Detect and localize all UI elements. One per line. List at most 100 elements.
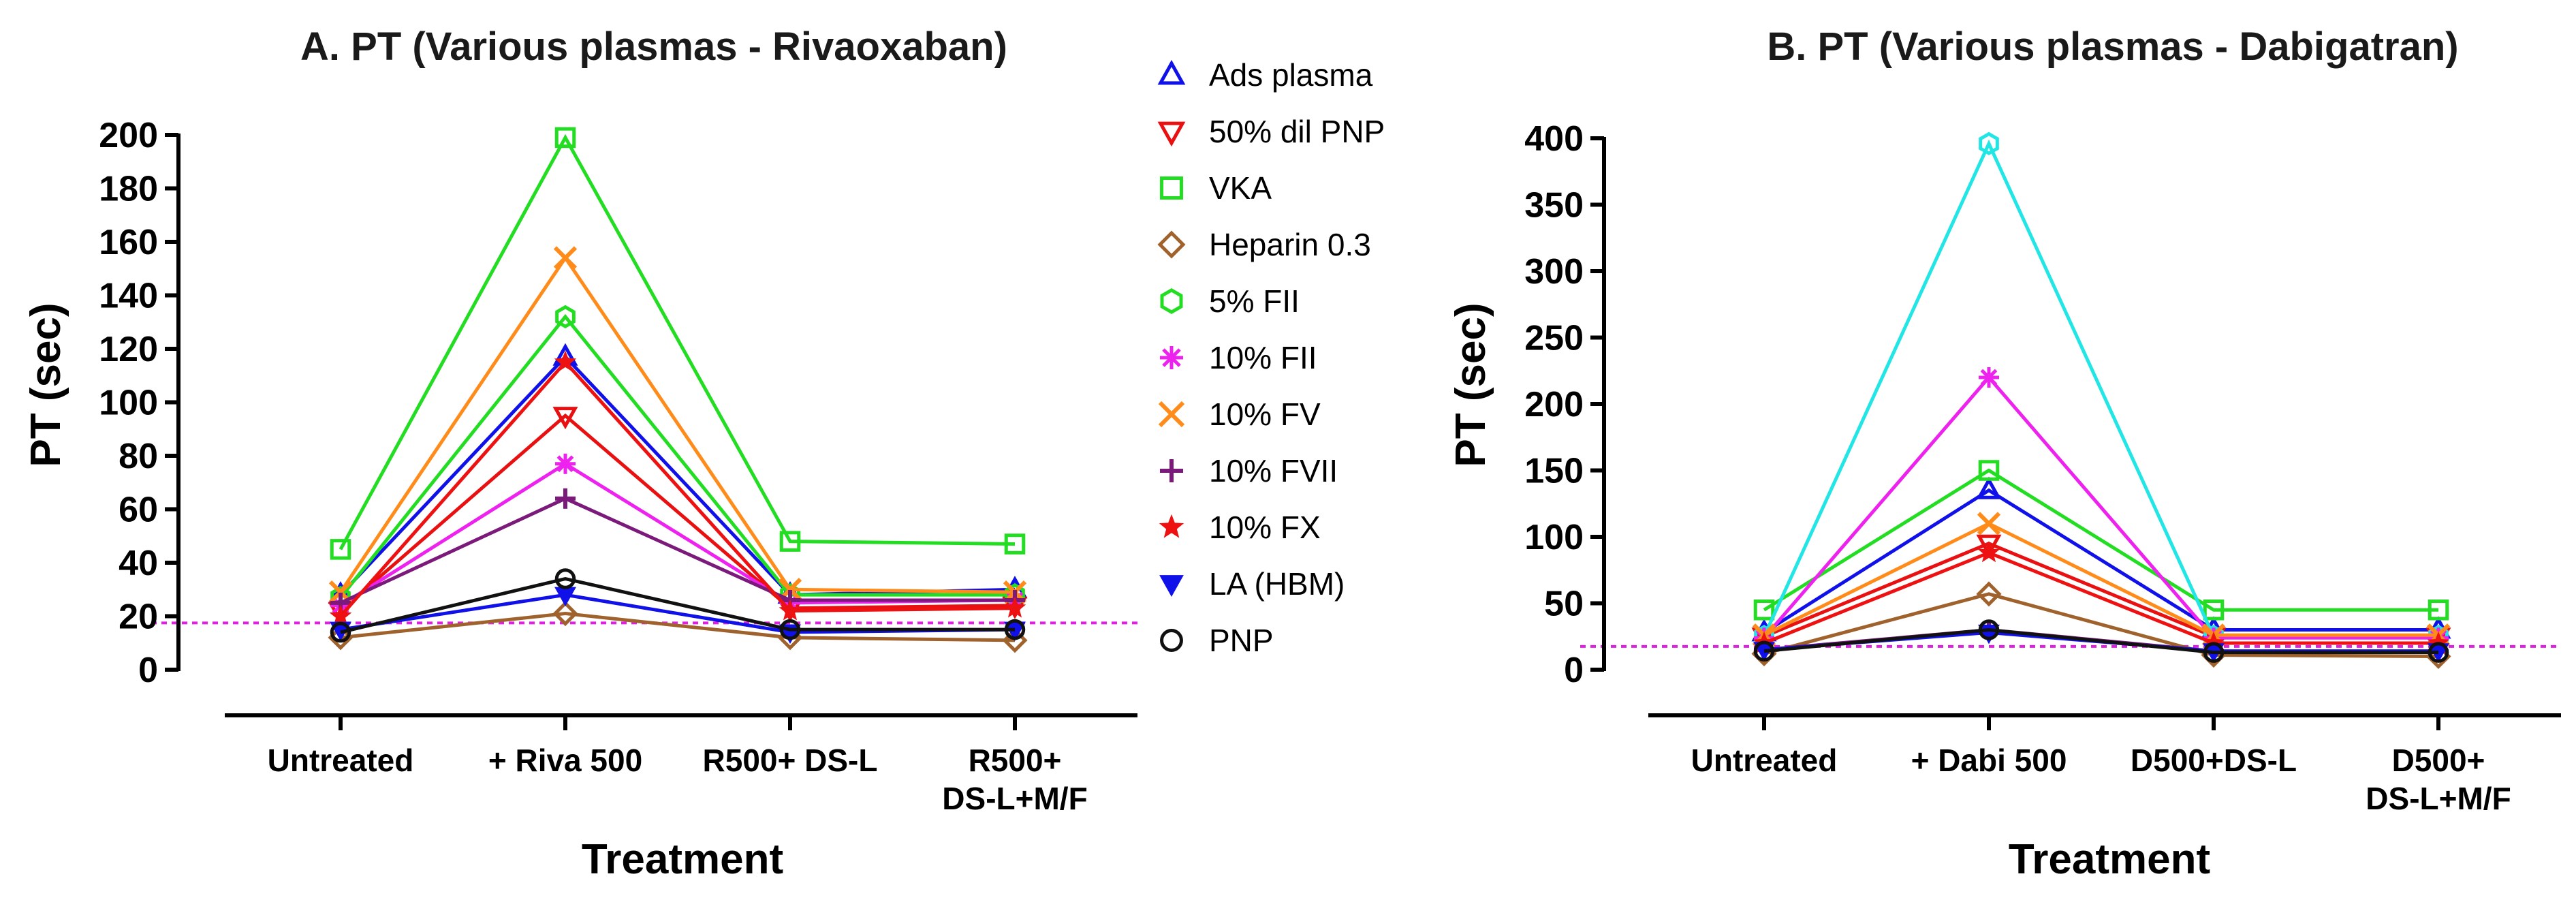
panel-b-y-tick-label: 0 [1564, 651, 1584, 690]
panel-b-point-pnp [1753, 640, 1775, 662]
panel-b-series-line-pnp [1763, 627, 2438, 655]
panel-a-series-line-pnp [340, 576, 1015, 634]
panel-b-series-line-vka [1763, 468, 2438, 612]
legend-item-ads-plasma: Ads plasma [1157, 57, 1373, 93]
panel-a-chart: A. PT (Various plasmas - Rivaoxaban) PT … [22, 25, 1139, 883]
panel-b-y-axis-label: PT (sec) [1447, 302, 1494, 467]
panel-a-y-tick-label: 140 [99, 277, 158, 316]
legend-label: 10% FII [1209, 340, 1317, 375]
panel-a-point-10-fvii [555, 488, 576, 509]
panel-b-series-line-5-fii [1762, 139, 2438, 638]
legend-marker-pnp [1160, 629, 1183, 652]
panel-b-point-10-fx [1977, 541, 2000, 563]
panel-b-x-tick-label: + Dabi 500 [1911, 743, 2067, 778]
panel-a-series-pnp [330, 568, 1026, 643]
panel-a-point-vka [1004, 533, 1026, 555]
legend-item-la-hbm: LA (HBM) [1159, 566, 1345, 602]
panel-b-x-tick-label: D500+ DS-L+M/F [2366, 743, 2511, 816]
panel-a-y-tick-label: 200 [99, 116, 158, 155]
panel-b-series-line-50-dil-pnp [1763, 542, 2438, 638]
legend-item-10-fvii: 10% FVII [1160, 453, 1338, 488]
panel-b-y-tick-label: 350 [1524, 186, 1584, 226]
panel-a-y-tick-label: 60 [119, 491, 158, 530]
panel-b-point-ads-plasma [1976, 476, 2002, 499]
legend-label: 5% FII [1209, 283, 1300, 319]
panel-b-point-pnp [1978, 619, 2000, 640]
legend-item-50-dil-pnp: 50% dil PNP [1157, 114, 1385, 149]
legend-label: LA (HBM) [1209, 566, 1345, 602]
panel-a-point-pnp [779, 619, 801, 640]
panel-b-point-pnp [2428, 642, 2449, 663]
panel-a-y-tick-label: 100 [99, 384, 158, 423]
legend-marker-10-fii [1160, 346, 1183, 369]
panel-b-x-axis-label: Treatment [2009, 836, 2210, 883]
panel-a-series-line-heparin-0-3 [340, 612, 1016, 642]
panel-a-series-ads-plasma [328, 343, 1028, 604]
panel-b-y-tick-label: 400 [1524, 119, 1584, 159]
panel-a-y-tick-label: 40 [119, 544, 158, 583]
panel-a-series-10-fx [329, 350, 1026, 626]
panel-a-series-10-fv [328, 246, 1027, 604]
panel-a-x-tick-label: R500+ DS-L+M/F [942, 743, 1087, 816]
panel-a-point-pnp [330, 621, 351, 643]
panel-a-point-vka [554, 127, 576, 149]
legend-marker-heparin-0-3 [1157, 230, 1186, 259]
panel-a-point-10-fii [555, 453, 576, 474]
panel-a-point-50-dil-pnp [552, 407, 578, 430]
panel-a-point-pnp [1004, 619, 1026, 640]
panel-a-series-vka [330, 127, 1026, 560]
legend-label: PNP [1209, 623, 1274, 658]
panel-b-y-tick-label: 50 [1544, 585, 1584, 624]
panel-b-series-line-heparin-0-3 [1763, 592, 2439, 658]
legend-label: Heparin 0.3 [1209, 227, 1371, 262]
panel-a-title: A. PT (Various plasmas - Rivaoxaban) [300, 25, 1007, 69]
panel-b-x-tick-label: Untreated [1691, 743, 1838, 778]
panel-a-point-10-fv [553, 246, 578, 270]
legend-label: 10% FVII [1209, 453, 1338, 488]
panel-a-point-10-fx [554, 350, 577, 372]
panel-b-series-vka [1753, 460, 2449, 621]
panel-a-point-vka [330, 539, 351, 560]
panel-a-series-50-dil-pnp [328, 407, 1028, 625]
panel-a-point-heparin-0-3 [552, 601, 578, 627]
legend-marker-la-hbm [1159, 575, 1184, 597]
legend: Ads plasma 50% dil PNP VKA Heparin 0.3 5% FI… [1157, 57, 1385, 658]
panel-b-series-line-ads-plasma [1763, 488, 2438, 634]
panel-b-point-vka [1978, 460, 2000, 481]
panel-b-series-line-10-fii [1763, 375, 2438, 640]
legend-label: 10% FV [1209, 396, 1321, 432]
panel-b-point-10-fv [1977, 512, 2001, 535]
legend-label: 50% dil PNP [1209, 114, 1385, 149]
panel-a-point-10-fx [329, 604, 352, 626]
panel-b-x-tick-label: D500+DS-L [2131, 743, 2297, 778]
legend-item-10-fx: 10% FX [1159, 510, 1321, 545]
panel-b-point-pnp [2203, 642, 2225, 663]
panel-a-x-tick-label: R500+ DS-L [703, 743, 878, 778]
panel-b-point-vka [2203, 600, 2225, 621]
legend-marker-10-fvii [1160, 459, 1183, 482]
panel-b-y-tick-label: 200 [1524, 385, 1584, 424]
panel-a-y-tick-label: 20 [119, 597, 158, 637]
panel-a-series-5-fii [330, 305, 1025, 610]
legend-item-10-fv: 10% FV [1158, 396, 1321, 432]
legend-item-vka: VKA [1160, 170, 1272, 206]
panel-b-series-ads-plasma [1751, 476, 2451, 642]
panel-a-point-10-fx [1003, 596, 1026, 618]
panel-a-series-line-10-fx [339, 359, 1016, 618]
panel-a-y-tick-label: 0 [138, 651, 158, 690]
legend-marker-5-fii [1160, 287, 1183, 315]
panel-a-x-axis-label: Treatment [582, 836, 783, 883]
legend-marker-50-dil-pnp [1157, 121, 1186, 147]
panel-b-y-tick-label: 300 [1524, 252, 1584, 292]
panel-a-y-tick-label: 180 [99, 170, 158, 209]
legend-label: 10% FX [1209, 510, 1321, 545]
panel-b-point-heparin-0-3 [1976, 581, 2002, 607]
panel-a-point-pnp [554, 568, 576, 589]
panel-a-y-tick-label: 160 [99, 223, 158, 262]
panel-b-series-5-fii [1754, 131, 2449, 649]
panel-b-point-5-fii [1979, 131, 1999, 155]
legend-marker-10-fx [1159, 514, 1184, 538]
panel-b-point-10-fii [1979, 367, 1999, 388]
panel-a-x-tick-label: + Riva 500 [488, 743, 642, 778]
